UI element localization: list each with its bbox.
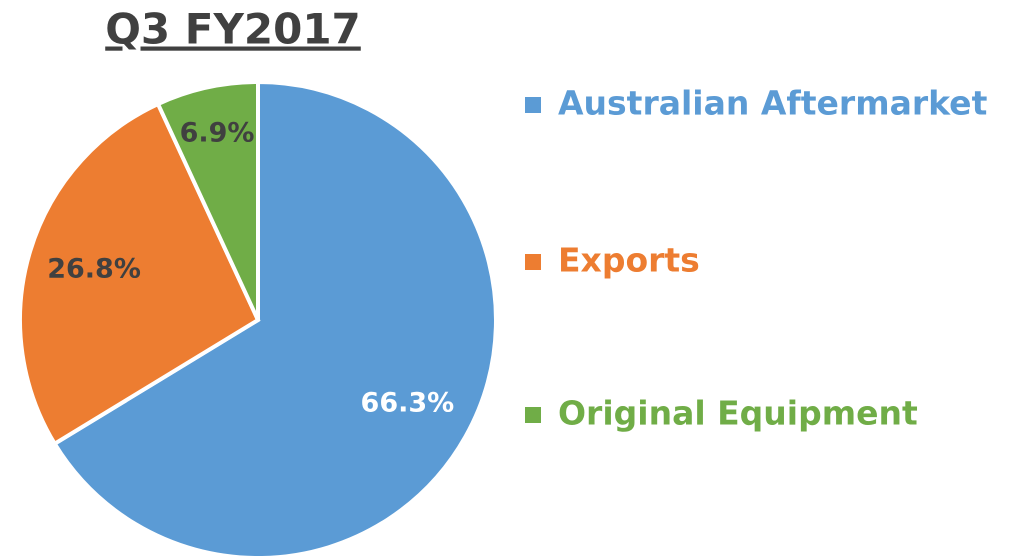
legend-swatch [525,407,541,423]
legend-label: Original Equipment [558,394,918,433]
legend-swatch [525,97,541,113]
legend-swatch [525,254,541,270]
legend-label: Australian Aftermarket [558,84,988,123]
data-label: 6.9% [180,118,255,149]
chart-title: Q3 FY2017 [105,5,361,54]
legend-label: Exports [558,241,700,280]
pie-slice [155,79,260,321]
pie-slice [18,101,261,447]
data-label: 26.8% [47,254,141,285]
pie-slice [51,79,498,559]
data-label: 66.3% [361,387,455,418]
